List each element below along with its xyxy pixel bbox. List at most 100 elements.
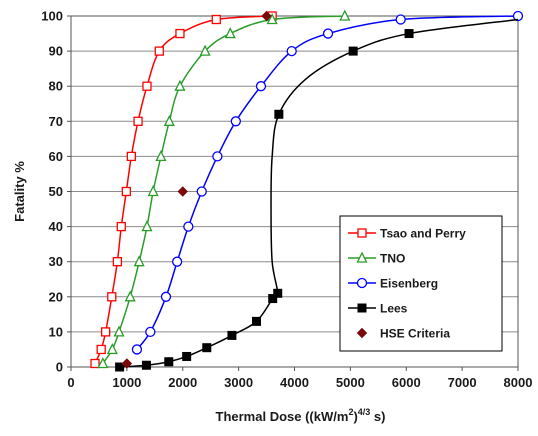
- point-tno: [97, 357, 109, 369]
- y-tick-label: 60: [49, 149, 63, 164]
- point-tno: [174, 79, 186, 91]
- point-tno: [339, 9, 351, 21]
- legend-label-hse-criteria: HSE Criteria: [380, 327, 450, 341]
- point-tno: [106, 342, 118, 355]
- x-tick-label: 1000: [112, 375, 141, 390]
- y-tick-label: 30: [49, 254, 63, 269]
- point-tsao-and-perry: [175, 28, 185, 39]
- legend-marker-hse-criteria: [356, 327, 368, 339]
- point-tsao-and-perry: [126, 151, 136, 162]
- x-axis-title-sup1: 2: [348, 407, 353, 417]
- y-tick-label: 10: [49, 324, 63, 339]
- point-tsao-and-perry: [142, 81, 152, 91]
- point-tno: [224, 27, 236, 39]
- series-tno: [97, 9, 351, 369]
- x-tick-label: 3000: [224, 375, 253, 390]
- point-tsao-and-perry: [133, 116, 143, 126]
- point-tno: [133, 255, 145, 267]
- series-hse-criteria: [121, 10, 272, 369]
- point-lees: [164, 357, 174, 367]
- point-tsao-and-perry: [90, 358, 100, 369]
- point-hse-criteria: [261, 10, 272, 22]
- legend: Tsao and Perry TNO Eisenberg Lees HSE Criter…: [339, 215, 503, 352]
- point-tno: [163, 114, 175, 126]
- y-tick-label: 50: [49, 184, 63, 199]
- x-tick-label: 0: [67, 375, 74, 390]
- y-tick-label: 90: [49, 44, 63, 59]
- point-tsao-and-perry: [211, 14, 221, 25]
- x-tick-label: 4000: [280, 375, 309, 390]
- x-axis-title-main: Thermal Dose ((kW/m: [216, 409, 349, 424]
- legend-item-tsao-and-perry: Tsao and Perry: [348, 227, 466, 241]
- point-tsao-and-perry: [112, 257, 123, 267]
- point-eisenberg: [160, 291, 172, 302]
- point-tsao-and-perry: [121, 186, 131, 197]
- point-tsao-and-perry: [96, 344, 106, 355]
- point-lees: [274, 109, 284, 119]
- point-lees: [404, 29, 414, 39]
- legend-marker-eisenberg: [356, 277, 368, 289]
- point-eisenberg: [286, 45, 297, 57]
- point-tno: [124, 290, 136, 302]
- point-eisenberg: [395, 14, 406, 25]
- point-hse-criteria: [177, 186, 188, 197]
- point-tno: [141, 220, 153, 232]
- y-tick-label: 70: [49, 114, 63, 129]
- x-axis-title-mid: ): [353, 409, 357, 424]
- y-tick-label: 40: [49, 219, 63, 234]
- point-lees: [141, 360, 151, 370]
- point-eisenberg: [183, 221, 194, 232]
- point-lees: [202, 343, 212, 353]
- series-eisenberg: [131, 10, 524, 355]
- point-tsao-and-perry: [107, 292, 117, 302]
- point-lees: [273, 288, 283, 298]
- y-tick-label: 20: [49, 289, 63, 304]
- legend-item-lees: Lees: [348, 302, 408, 316]
- legend-items: Tsao and Perry TNO Eisenberg Lees HSE Criter…: [348, 227, 466, 341]
- point-eisenberg: [196, 186, 207, 197]
- x-axis-title-end: s): [370, 409, 385, 424]
- series-lees: [115, 18, 519, 372]
- point-eisenberg: [230, 116, 241, 127]
- legend-item-eisenberg: Eisenberg: [348, 277, 438, 291]
- point-tno: [266, 13, 278, 25]
- point-eisenberg: [322, 28, 334, 39]
- x-tick-label: 6000: [392, 375, 421, 390]
- legend-item-tno: TNO: [348, 252, 405, 266]
- legend-marker-tno: [356, 251, 368, 263]
- x-axis-title: Thermal Dose ((kW/m2)4/3 s): [216, 407, 386, 424]
- legend-label-tno: TNO: [380, 252, 405, 266]
- y-tick-label: 100: [41, 9, 63, 24]
- x-tick-label: 5000: [336, 375, 365, 390]
- legend-marker-tsao-and-perry: [357, 228, 367, 238]
- point-hse-criteria: [121, 358, 133, 369]
- legend-marker-lees: [357, 303, 367, 313]
- point-lees: [182, 351, 192, 361]
- point-tno: [199, 44, 211, 56]
- x-axis-ticks: 0 1000 2000 3000 4000 5000 6000 7000 8000: [67, 367, 532, 390]
- x-axis-title-sup2: 4/3: [358, 407, 371, 417]
- point-eisenberg: [145, 326, 156, 338]
- point-tno: [113, 325, 125, 337]
- point-tsao-and-perry: [154, 46, 164, 56]
- point-lees: [227, 330, 237, 340]
- legend-label-tsao-and-perry: Tsao and Perry: [380, 227, 466, 241]
- y-tick-label: 80: [49, 79, 63, 94]
- legend-label-eisenberg: Eisenberg: [380, 277, 438, 291]
- x-tick-label: 2000: [168, 375, 197, 390]
- point-lees: [252, 316, 262, 326]
- point-tno: [147, 185, 159, 197]
- point-eisenberg: [512, 10, 524, 22]
- point-lees: [348, 46, 358, 56]
- point-tsao-and-perry: [100, 327, 111, 337]
- x-tick-label: 8000: [504, 375, 533, 390]
- y-axis-ticks: 0 10 20 30 40 50 60 70 80 90 100: [41, 9, 71, 375]
- point-tno: [155, 149, 167, 162]
- point-lees: [268, 294, 278, 304]
- point-lees: [115, 362, 125, 372]
- point-eisenberg: [255, 81, 267, 92]
- legend-item-hse-criteria: HSE Criteria: [356, 327, 450, 341]
- y-axis-title: Fatality %: [12, 161, 27, 222]
- point-eisenberg: [172, 256, 183, 267]
